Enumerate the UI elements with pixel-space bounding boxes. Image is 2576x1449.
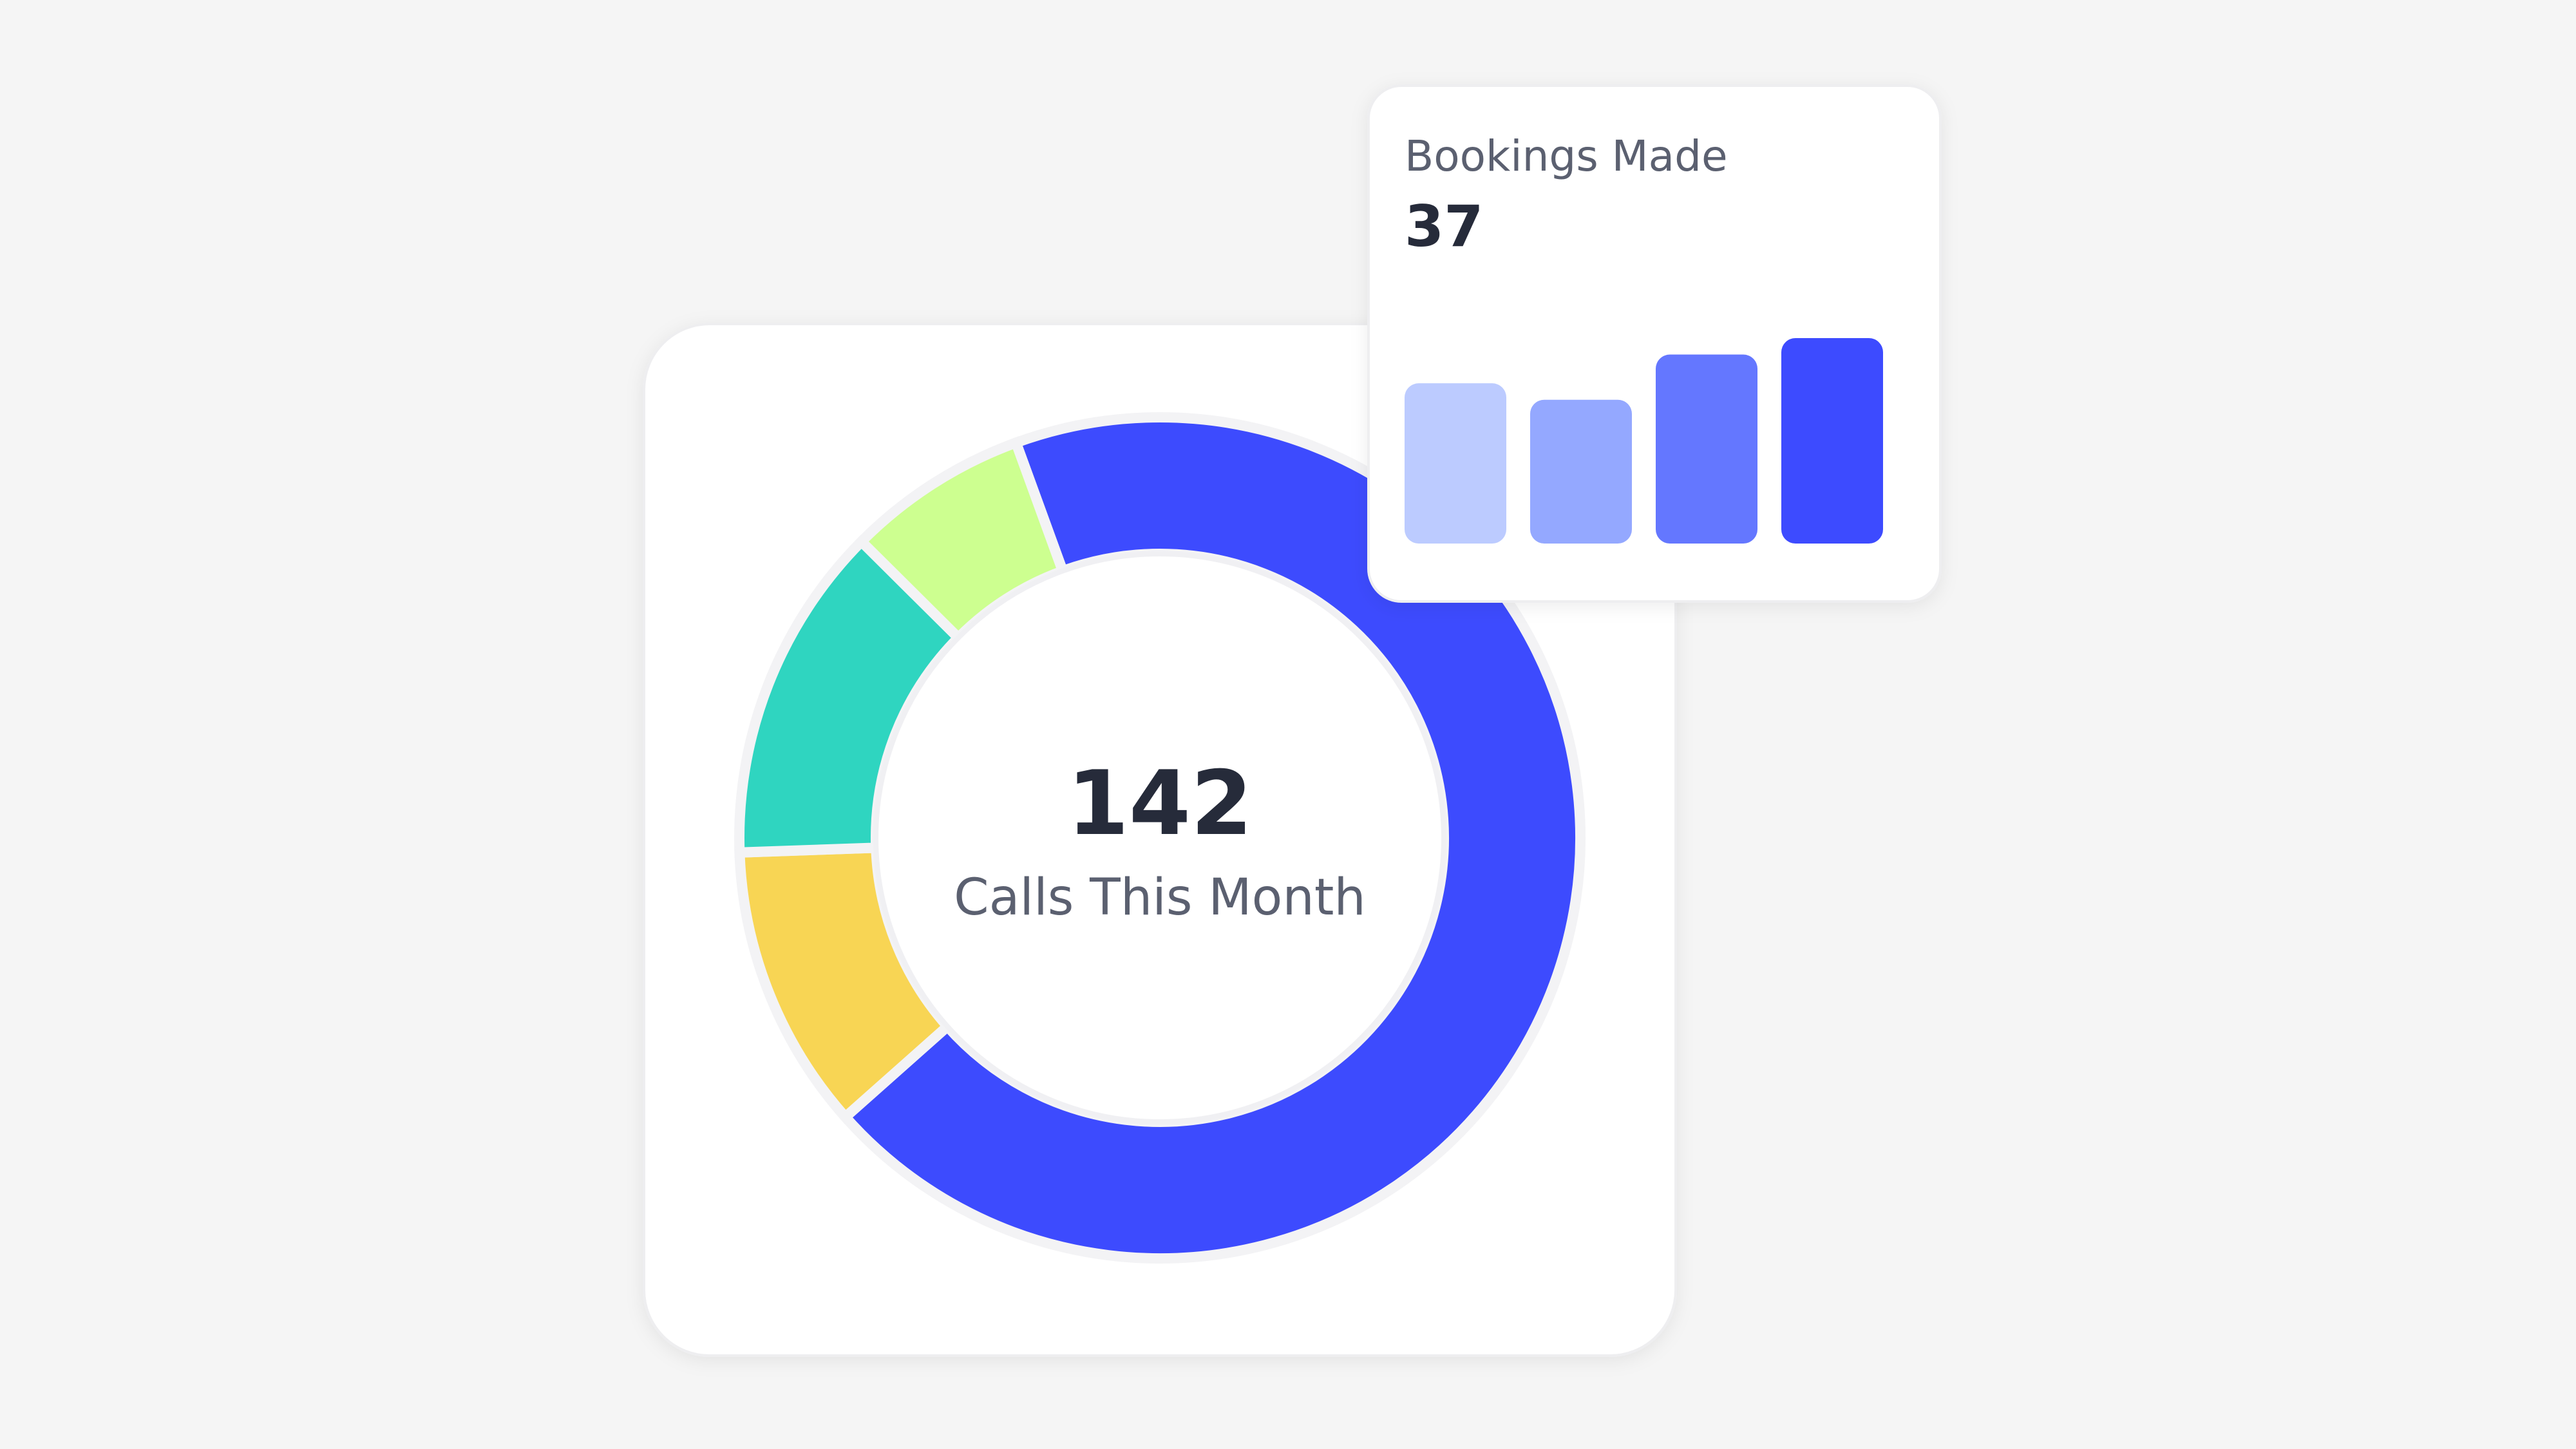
- bookings-title: Bookings Made: [1405, 131, 1728, 181]
- center-label: Calls This Month: [954, 869, 1366, 927]
- bar: [1530, 399, 1632, 544]
- bookings-bars: [1405, 338, 1883, 544]
- bar: [1656, 354, 1757, 544]
- bar: [1405, 383, 1506, 544]
- bar: [1781, 338, 1883, 544]
- center-value: 142: [1067, 752, 1253, 855]
- donut-hole: [873, 551, 1446, 1124]
- bookings-value: 37: [1405, 193, 1483, 260]
